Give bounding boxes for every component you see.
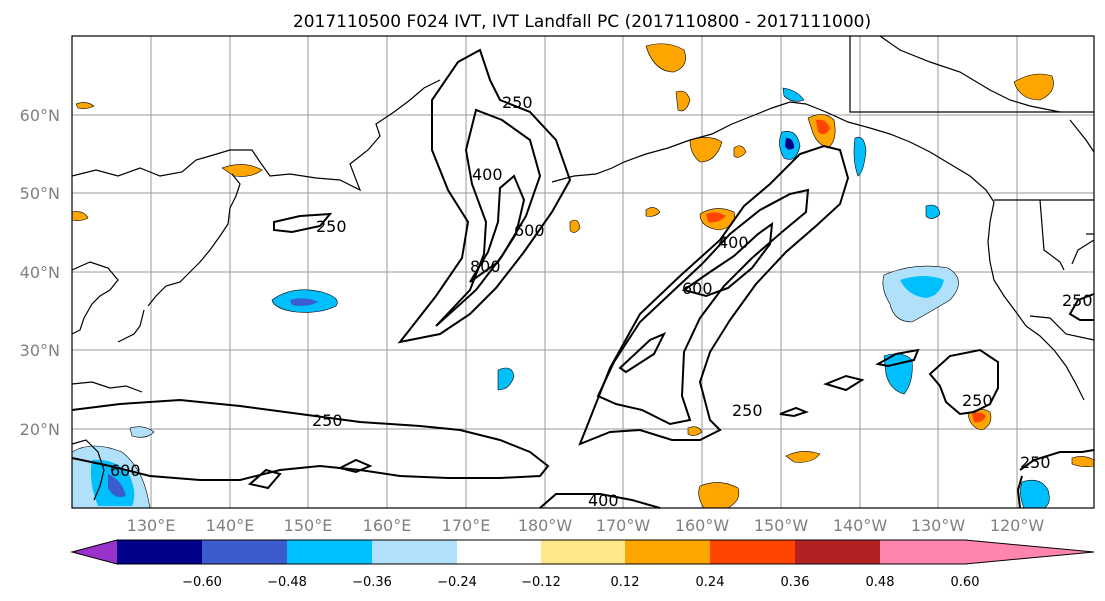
lon-label: 170°E [442, 516, 491, 535]
coastlines [71, 35, 1095, 501]
colorbar-segment [202, 540, 287, 564]
colorbar-tick-label: 0.36 [781, 575, 810, 590]
contour-label: 250 [312, 411, 343, 430]
lon-label: 150°W [754, 516, 809, 535]
colorbar-tick-label: 0.48 [866, 575, 895, 590]
colorbar-extend-high-tip [965, 540, 1094, 564]
contour-label: 250 [962, 391, 993, 410]
colorbar-extend-high [880, 540, 965, 564]
colorbar-segment [710, 540, 795, 564]
lon-label: 160°W [675, 516, 730, 535]
colorbar-segment [287, 540, 372, 564]
colorbar-segment [541, 540, 625, 564]
lat-label: 30°N [20, 341, 60, 360]
colorbar-tick-label: −0.36 [352, 575, 392, 590]
colorbar-segment [625, 540, 710, 564]
contour-label: 800 [470, 257, 501, 276]
lon-label: 150°E [284, 516, 333, 535]
lat-label: 40°N [20, 263, 60, 282]
lat-label: 60°N [20, 106, 60, 125]
contour-label: 250 [502, 93, 533, 112]
lat-axis-labels: 60°N 50°N 40°N 30°N 20°N [20, 106, 60, 439]
colorbar-segment [372, 540, 457, 564]
map-panel: 250 250 250 250 250 250 250 400 400 400 … [71, 35, 1095, 510]
colorbar-tick-label: −0.48 [267, 575, 307, 590]
contour-label: 250 [316, 217, 347, 236]
lon-label: 180°W [518, 516, 573, 535]
lon-axis-labels: 130°E 140°E 150°E 160°E 170°E 180°W 170°… [127, 516, 1045, 535]
lon-label: 140°E [206, 516, 255, 535]
lon-label: 130°W [911, 516, 966, 535]
lon-label: 170°W [596, 516, 651, 535]
lon-label: 130°E [127, 516, 176, 535]
contour-label: 250 [1062, 291, 1093, 310]
colorbar-tick-label: 0.24 [696, 575, 725, 590]
ivt-contours [71, 48, 1095, 509]
lon-label: 120°W [990, 516, 1045, 535]
colorbar-segment [795, 540, 880, 564]
contour-label: 400 [588, 491, 619, 510]
colorbar-extend-low [72, 540, 117, 564]
colorbar-tick-label: 0.12 [611, 575, 640, 590]
colorbar-tick-label: −0.24 [437, 575, 477, 590]
lat-label: 50°N [20, 184, 60, 203]
contour-label: 600 [110, 461, 141, 480]
contour-label: 250 [732, 401, 763, 420]
colorbar-segment [457, 540, 541, 564]
contour-label: 400 [718, 233, 749, 252]
colorbar: −0.60 −0.48 −0.36 −0.24 −0.12 0.12 0.24 … [70, 539, 1095, 590]
colorbar-segment [117, 540, 202, 564]
contour-label: 600 [682, 279, 713, 298]
contour-label: 400 [472, 165, 503, 184]
contour-labels: 250 250 250 250 250 250 250 400 400 400 … [110, 93, 1093, 510]
lon-label: 140°W [833, 516, 888, 535]
contour-label: 250 [1020, 453, 1051, 472]
colorbar-tick-label: −0.60 [182, 575, 222, 590]
colorbar-tick-label: 0.60 [951, 575, 980, 590]
lat-label: 20°N [20, 420, 60, 439]
lon-label: 160°E [363, 516, 412, 535]
colorbar-tick-label: −0.12 [521, 575, 561, 590]
figure-title: 2017110500 F024 IVT, IVT Landfall PC (20… [293, 12, 871, 32]
contour-label: 600 [514, 221, 545, 240]
